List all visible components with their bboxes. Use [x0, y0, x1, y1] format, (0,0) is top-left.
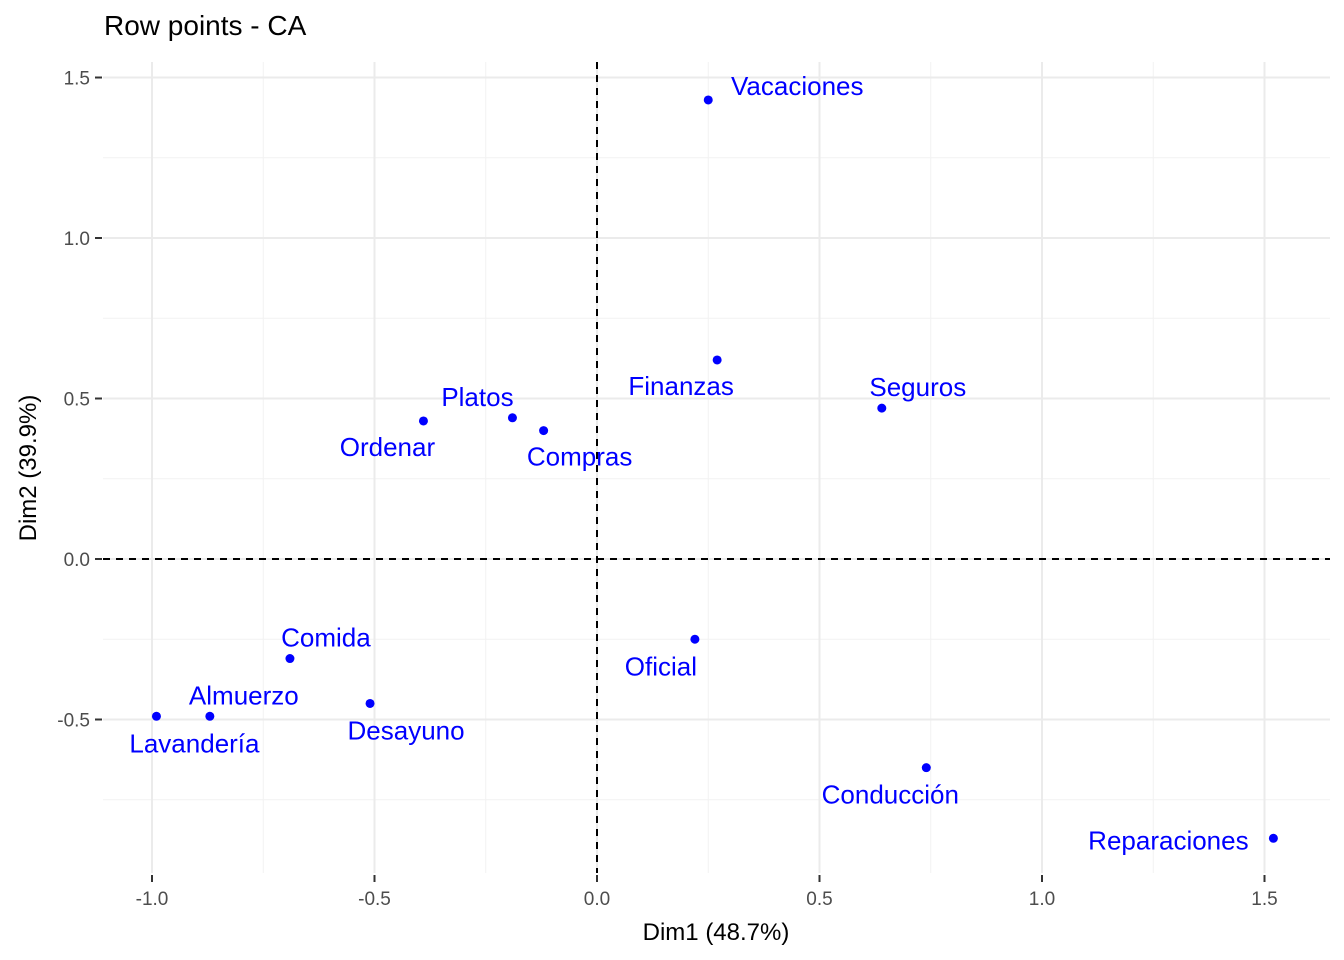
point-label: Conducción [822, 780, 959, 810]
chart-title: Row points - CA [104, 10, 307, 41]
x-tick-label: 0.0 [584, 889, 610, 910]
major-gridlines [103, 62, 1330, 873]
x-tick-label: 1.5 [1251, 889, 1277, 910]
data-point [921, 763, 931, 773]
data-point [151, 711, 161, 721]
y-tick-label: -0.5 [57, 711, 90, 732]
x-tick-label: 0.5 [806, 889, 832, 910]
data-point [690, 634, 700, 644]
point-label: Oficial [625, 651, 697, 681]
x-tick-label: -1.0 [136, 889, 169, 910]
point-label: Finanzas [628, 371, 734, 401]
data-point [205, 711, 215, 721]
x-tick-label: -0.5 [358, 889, 391, 910]
data-point [703, 95, 713, 105]
y-tick-label: 1.5 [64, 69, 90, 90]
y-axis: -0.5 0.0 0.5 1.0 1.5 [57, 69, 102, 732]
point-label: Comida [281, 623, 371, 653]
minor-gridlines [103, 62, 1330, 873]
x-tick-label: 1.0 [1029, 889, 1055, 910]
point-label: Vacaciones [731, 71, 864, 101]
point-label: Almuerzo [189, 680, 299, 710]
point-label: Desayuno [348, 715, 465, 745]
data-point [418, 416, 428, 426]
reference-lines [103, 62, 1330, 873]
data-point [1268, 833, 1278, 843]
data-points: Lavandería Comida Almuerzo Desayuno OrdenarP… [129, 71, 1278, 855]
data-point [539, 426, 549, 436]
point-label: Reparaciones [1088, 825, 1248, 855]
point-label: Compras [527, 442, 632, 472]
data-point [285, 654, 295, 664]
y-tick-label: 0.0 [64, 550, 90, 571]
point-label: Seguros [869, 372, 966, 402]
y-tick-label: 0.5 [64, 390, 90, 411]
data-point [877, 403, 887, 413]
point-label: Platos [441, 382, 513, 412]
x-axis-title: Dim1 (48.7%) [643, 919, 790, 946]
data-point [712, 355, 722, 365]
data-point [507, 413, 517, 423]
data-point [365, 698, 375, 708]
y-tick-label: 1.0 [64, 229, 90, 250]
point-label: Lavandería [129, 728, 260, 758]
y-axis-title: Dim2 (39.9%) [15, 395, 42, 542]
x-axis: -1.0 -0.5 0.0 0.5 1.0 1.5 [136, 875, 1278, 910]
point-label: Ordenar [340, 432, 436, 462]
